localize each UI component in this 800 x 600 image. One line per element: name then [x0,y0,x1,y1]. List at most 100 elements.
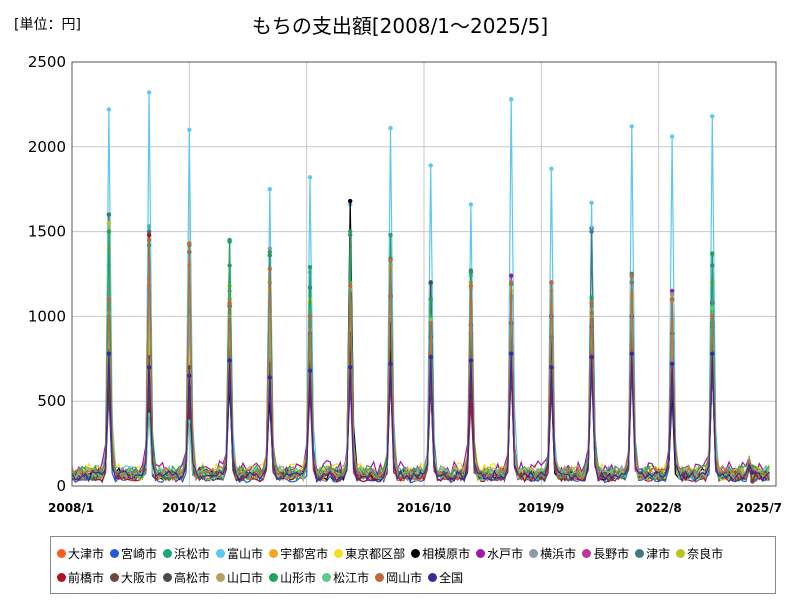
data-point [388,361,393,367]
legend-swatch [163,572,173,582]
y-axis-ticks: 0 500 1000 1500 2000 2500 [28,53,66,495]
data-point [388,232,393,238]
data-point [428,317,433,322]
data-point [267,375,272,380]
legend-swatch [428,572,438,582]
data-point [669,288,675,294]
legend-label: 前橋市 [68,570,105,585]
legend-item: 大津市 [57,541,104,565]
data-point [348,229,353,234]
series-line-19 [71,353,770,483]
series-line-5 [71,231,770,480]
x-axis-ticks: 2008/1 2010/12 2013/11 2016/10 2019/9 2022/8 2… [48,501,782,515]
legend-label: 富山市 [227,546,264,561]
legend-swatch [529,548,539,558]
legend-item: 山形市 [269,565,316,589]
data-point [307,314,313,319]
legend-label: 相模原市 [422,546,471,561]
data-point [589,295,594,300]
legend-label: 大阪市 [121,570,158,585]
data-point [629,124,634,129]
legend-swatch [163,548,173,558]
legend: 大津市 宮崎市 浜松市 富山市 宇都宮市 東京都区部 相模原市 水戸市 横浜市 長野市 津市 奈良市前… [50,536,776,594]
series-line-6 [71,201,770,482]
legend-swatch [57,572,66,582]
data-point [348,198,353,204]
data-point [106,351,112,356]
legend-item: 長野市 [582,541,629,565]
series-layer [71,90,770,484]
data-point [227,300,232,305]
y-tick-label: 0 [56,477,66,495]
data-point [146,229,152,234]
legend-item: 浜松市 [163,541,210,565]
series-line-1 [71,228,770,484]
legend-item: 前橋市 [57,565,104,589]
data-point [710,114,715,119]
data-point [267,246,272,251]
legend-item: 水戸市 [476,541,523,565]
plot-area-border [71,61,777,487]
data-point [509,280,514,285]
data-point [669,297,675,302]
y-tick-label: 500 [37,392,66,410]
y-tick-label: 1000 [28,307,66,325]
x-tick-label: 2016/10 [397,501,451,515]
x-tick-label: 2010/12 [162,501,216,515]
data-point [146,237,152,243]
legend-item: 横浜市 [529,541,576,565]
data-point [187,241,192,246]
legend-label: 奈良市 [687,546,724,561]
data-point [589,229,594,234]
legend-item: 高松市 [163,565,210,589]
series-line-18 [71,240,770,482]
data-point [106,229,112,234]
data-point [428,354,433,360]
series-line-3 [71,92,770,482]
legend-label: 山口市 [227,570,264,585]
data-point [428,297,433,302]
data-point [710,251,715,256]
legend-swatch [582,548,592,558]
data-point [629,351,634,356]
legend-label: 高松市 [174,570,211,585]
data-point [589,354,594,360]
legend-swatch [411,548,421,558]
legend-label: 浜松市 [174,546,211,561]
legend-item: 松江市 [322,565,369,589]
data-point [589,300,594,305]
chart-title: もちの支出額[2008/1～2025/5] [251,14,549,38]
data-point [509,273,514,278]
x-tick-label: 2008/1 [48,501,94,515]
series-line-2 [71,214,770,482]
y-tick-label: 2000 [28,138,66,156]
series-line-10 [71,214,770,482]
x-tick-label: 2013/11 [279,501,333,515]
data-point [146,90,152,95]
y-tick-label: 2500 [28,53,66,71]
series-line-4 [71,295,770,483]
data-point [187,127,192,132]
series-line-11 [71,223,770,481]
legend-swatch [635,548,645,558]
series-line-14 [71,282,770,483]
series-line-16 [71,231,770,481]
data-point [710,305,715,311]
data-point [106,297,112,302]
data-point [187,373,192,378]
data-point [428,163,433,168]
legend-swatch [334,548,344,558]
legend-label: 水戸市 [487,546,524,561]
data-point [428,321,433,326]
legend-swatch [110,572,120,582]
data-point [267,312,272,317]
data-point [549,280,554,285]
series-line-0 [71,238,770,482]
data-point [428,280,433,285]
data-point [669,327,675,333]
legend-item: 大阪市 [110,565,157,589]
data-point [509,97,514,102]
data-point [267,187,272,192]
data-point [348,283,353,289]
